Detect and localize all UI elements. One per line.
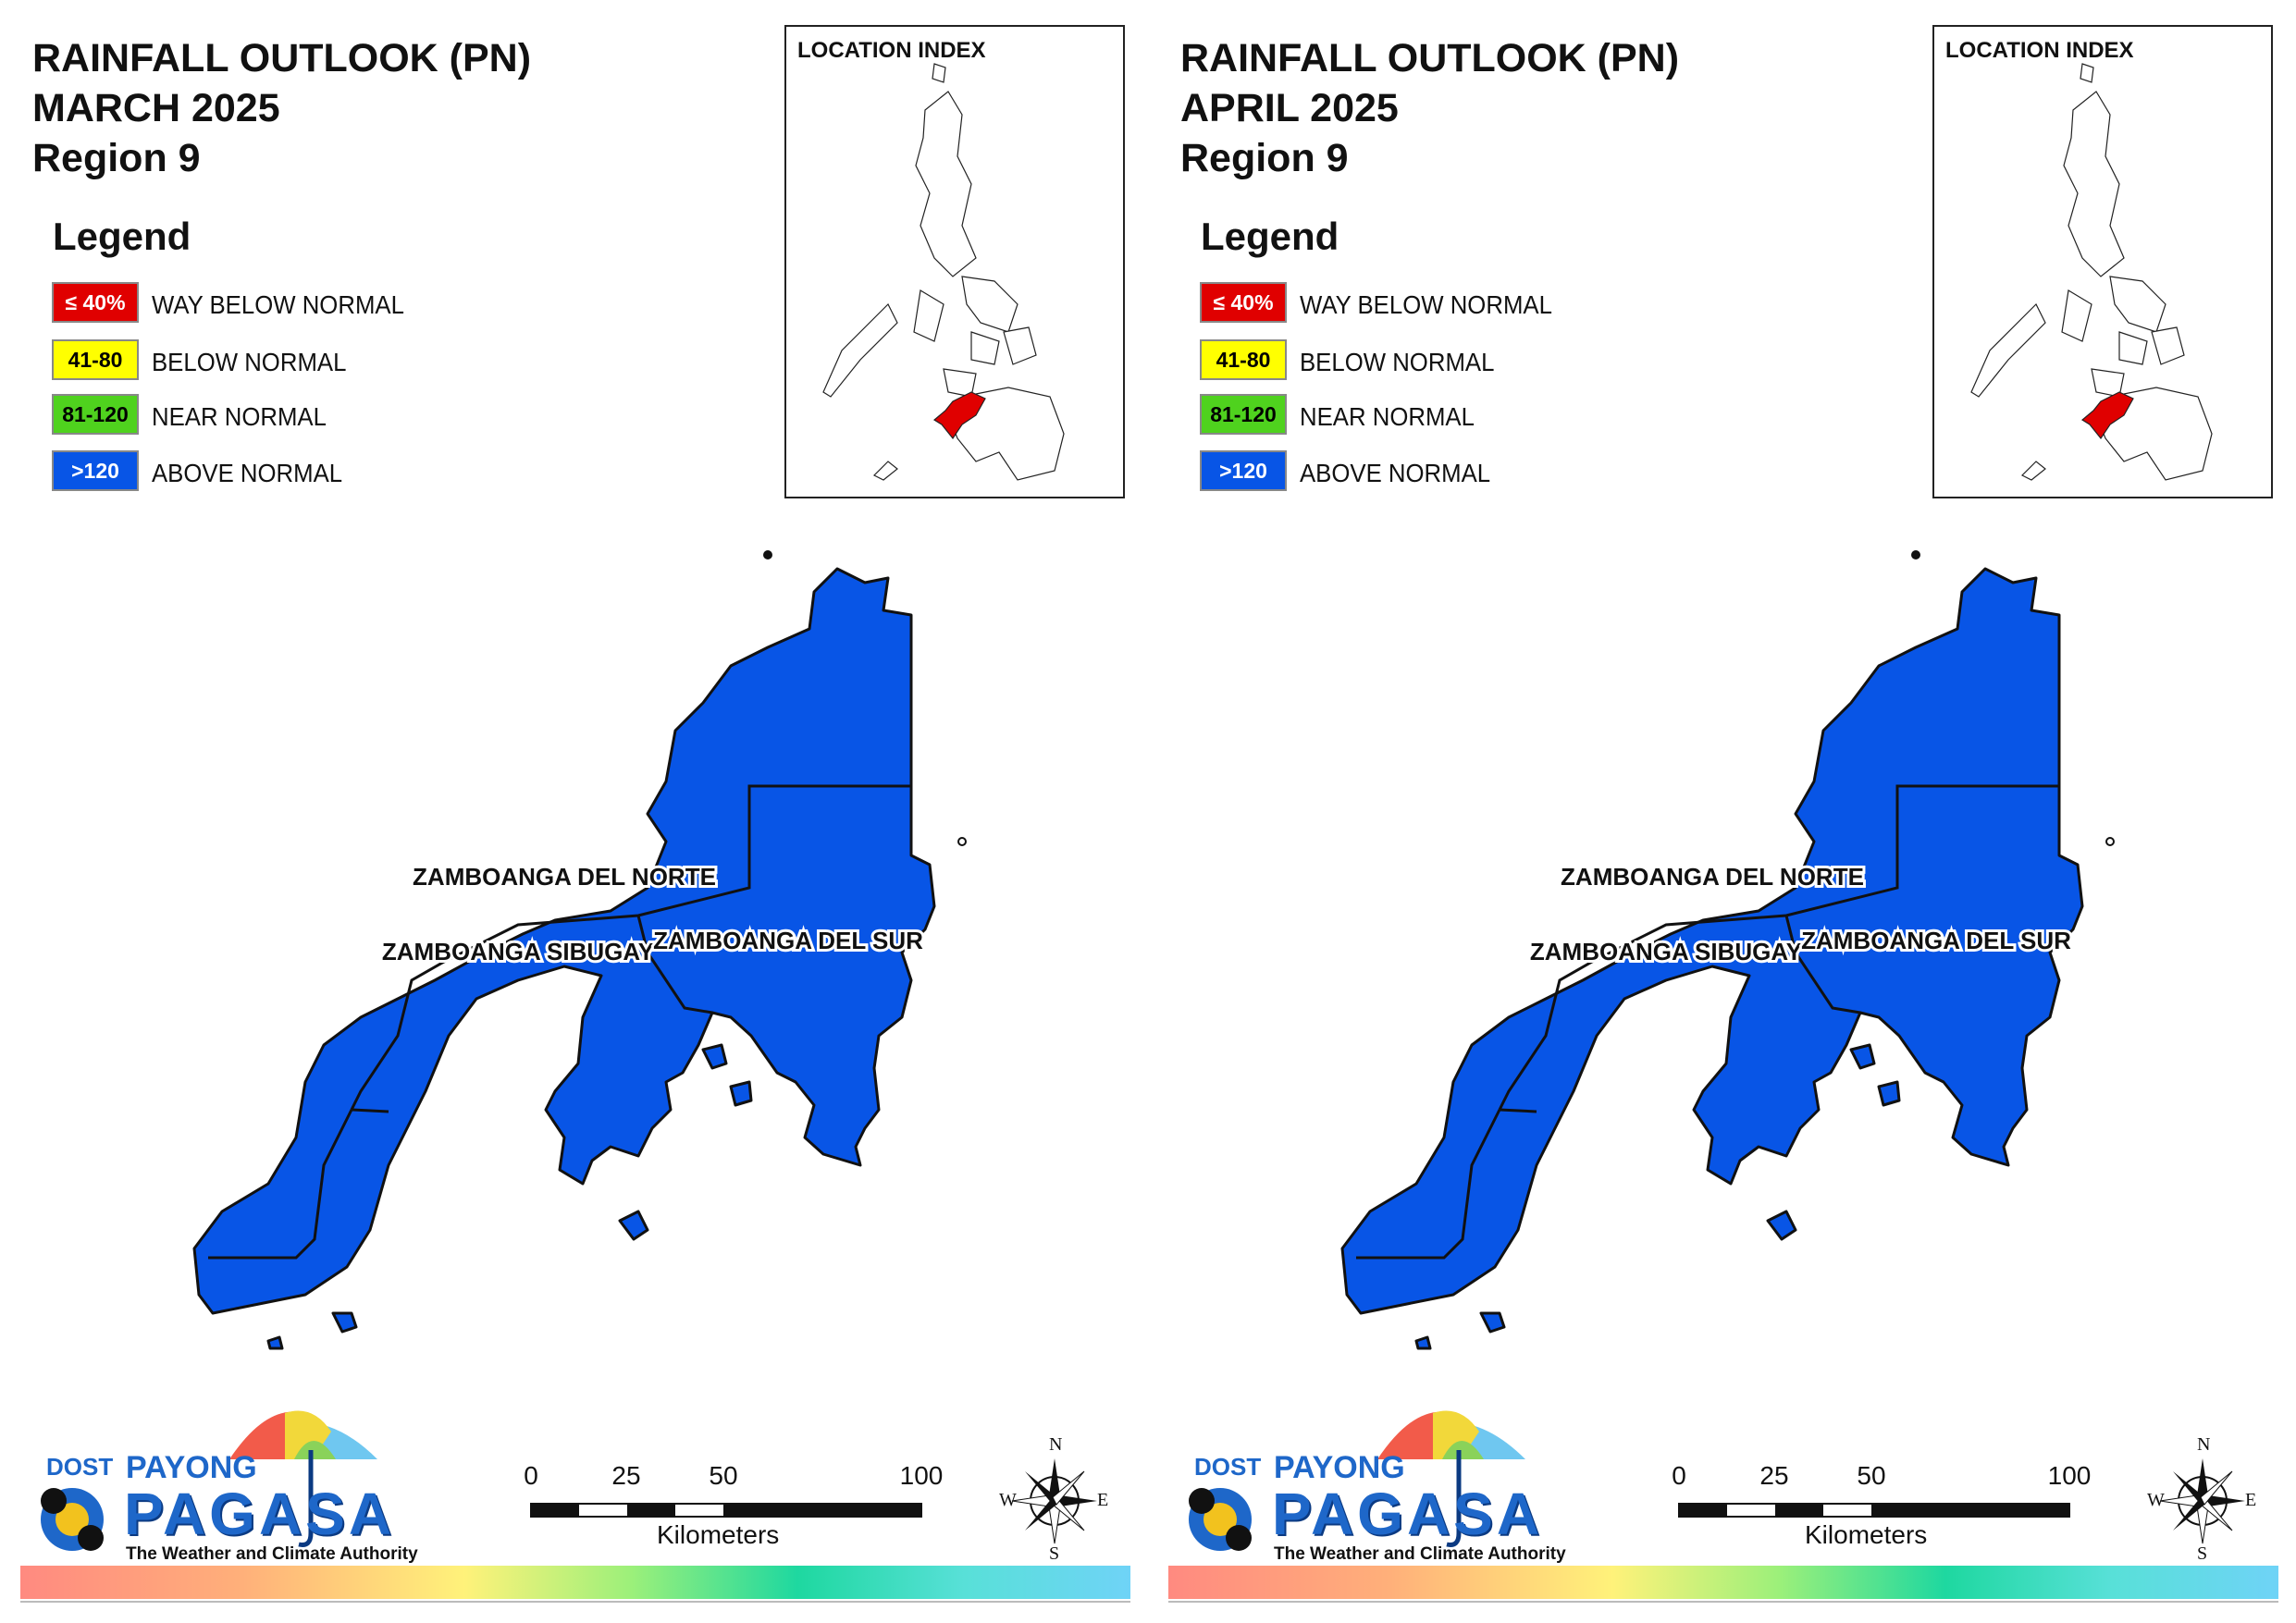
scale-tick: 25 xyxy=(611,1461,641,1490)
label-zamboanga-sibugay: ZAMBOANGA SIBUGAY xyxy=(382,938,654,965)
scale-bar: 0 25 50 100 Kilometers xyxy=(1666,1454,2092,1555)
umbrella-icon xyxy=(1189,1410,1525,1551)
scale-tick: 100 xyxy=(2047,1461,2092,1490)
scale-tick: 0 xyxy=(1672,1461,1686,1490)
compass-w: W xyxy=(999,1490,1017,1510)
legend-swatch: 81-120 xyxy=(52,394,139,435)
region-9-rainfall-map: ZAMBOANGA DEL NORTE ZAMBOANGA SIBUGAY ZA… xyxy=(192,550,967,1350)
payong-pagasa-logo: DOST PAYONG PAGASA The Weather and Clima… xyxy=(1165,1395,1566,1566)
logo-tagline: The Weather and Climate Authority xyxy=(1274,1544,1566,1564)
legend-label: NEAR NORMAL xyxy=(1300,402,1475,431)
footer-line xyxy=(1168,1601,2278,1603)
region-9-rainfall-map: ZAMBOANGA DEL NORTE ZAMBOANGA SIBUGAY ZA… xyxy=(1340,550,2115,1350)
scale-tick: 0 xyxy=(524,1461,538,1490)
philippines-outline-map xyxy=(822,63,1065,481)
scale-tick: 100 xyxy=(899,1461,944,1490)
footer-gradient-bar xyxy=(20,1566,1130,1599)
label-zamboanga-sibugay: ZAMBOANGA SIBUGAY xyxy=(1530,938,1802,965)
legend-label: BELOW NORMAL xyxy=(152,348,347,376)
location-index-inset: LOCATION INDEX xyxy=(784,25,1125,498)
footer-gradient-bar xyxy=(1168,1566,2278,1599)
dost-text: DOST xyxy=(46,1453,114,1481)
payong-text: PAYONG xyxy=(126,1450,257,1485)
pagasa-text: PAGASA xyxy=(1272,1481,1544,1547)
compass-e: E xyxy=(1097,1490,1109,1510)
compass-rose: N E S W xyxy=(999,1434,1110,1564)
outlook-panel-april: RAINFALL OUTLOOK (PN) APRIL 2025 Region … xyxy=(1148,0,2295,1623)
scale-unit: Kilometers xyxy=(657,1520,780,1549)
compass-icon xyxy=(1011,1458,1097,1544)
legend-heading: Legend xyxy=(53,215,191,258)
scale-bar-graphic xyxy=(1678,1503,2070,1518)
legend-swatch: 41-80 xyxy=(52,339,139,380)
scale-bar: 0 25 50 100 Kilometers xyxy=(518,1454,944,1555)
title-line-3: Region 9 xyxy=(32,136,201,180)
pagasa-text: PAGASA xyxy=(124,1481,396,1547)
scale-tick: 50 xyxy=(709,1461,738,1490)
legend-swatch: >120 xyxy=(1200,450,1287,491)
scale-tick: 25 xyxy=(1759,1461,1789,1490)
zamboanga-peninsula-shape xyxy=(1340,567,2084,1315)
scale-bar-graphic xyxy=(530,1503,922,1518)
compass-e: E xyxy=(2245,1490,2257,1510)
zamboanga-peninsula-shape xyxy=(192,567,936,1315)
logo-tagline: The Weather and Climate Authority xyxy=(126,1544,418,1564)
label-zamboanga-del-sur: ZAMBOANGA DEL SUR xyxy=(653,927,923,954)
legend-label: ABOVE NORMAL xyxy=(1300,459,1491,487)
region-9-highlight xyxy=(932,391,986,440)
dost-text: DOST xyxy=(1194,1453,1262,1481)
inset-title: LOCATION INDEX xyxy=(1945,38,2134,63)
outlook-panel-march: RAINFALL OUTLOOK (PN) MARCH 2025 Region … xyxy=(0,0,1147,1623)
footer-line xyxy=(20,1601,1130,1603)
scale-tick: 50 xyxy=(1857,1461,1886,1490)
legend-swatch: 41-80 xyxy=(1200,339,1287,380)
location-index-inset: LOCATION INDEX xyxy=(1932,25,2273,498)
umbrella-icon xyxy=(41,1410,377,1551)
title-line-1: RAINFALL OUTLOOK (PN) xyxy=(1180,36,1680,80)
legend-label: WAY BELOW NORMAL xyxy=(1300,290,1552,319)
title-line-1: RAINFALL OUTLOOK (PN) xyxy=(32,36,532,80)
label-zamboanga-del-norte: ZAMBOANGA DEL NORTE xyxy=(413,863,716,891)
legend-label: WAY BELOW NORMAL xyxy=(152,290,404,319)
legend-label: BELOW NORMAL xyxy=(1300,348,1495,376)
compass-n: N xyxy=(2197,1434,2211,1455)
panel-title: RAINFALL OUTLOOK (PN) MARCH 2025 Region … xyxy=(32,33,531,183)
title-line-2: MARCH 2025 xyxy=(32,86,280,130)
legend-heading: Legend xyxy=(1201,215,1339,258)
legend-swatch: ≤ 40% xyxy=(52,282,139,323)
inset-title: LOCATION INDEX xyxy=(797,38,986,63)
compass-n: N xyxy=(1049,1434,1063,1455)
title-line-3: Region 9 xyxy=(1180,136,1349,180)
legend-label: ABOVE NORMAL xyxy=(152,459,343,487)
label-zamboanga-del-sur: ZAMBOANGA DEL SUR xyxy=(1801,927,2071,954)
legend-swatch: 81-120 xyxy=(1200,394,1287,435)
compass-s: S xyxy=(2197,1543,2208,1564)
compass-s: S xyxy=(1049,1543,1060,1564)
legend-swatch: ≤ 40% xyxy=(1200,282,1287,323)
panel-title: RAINFALL OUTLOOK (PN) APRIL 2025 Region … xyxy=(1180,33,1679,183)
legend-swatch: >120 xyxy=(52,450,139,491)
philippines-outline-map xyxy=(1970,63,2213,481)
compass-w: W xyxy=(2147,1490,2165,1510)
legend-label: NEAR NORMAL xyxy=(152,402,327,431)
region-9-highlight xyxy=(2080,391,2134,440)
scale-unit: Kilometers xyxy=(1805,1520,1928,1549)
compass-rose: N E S W xyxy=(2147,1434,2258,1564)
payong-text: PAYONG xyxy=(1274,1450,1405,1485)
title-line-2: APRIL 2025 xyxy=(1180,86,1399,130)
compass-icon xyxy=(2159,1458,2245,1544)
payong-pagasa-logo: DOST PAYONG PAGASA The Weather and Clima… xyxy=(17,1395,418,1566)
label-zamboanga-del-norte: ZAMBOANGA DEL NORTE xyxy=(1561,863,1864,891)
